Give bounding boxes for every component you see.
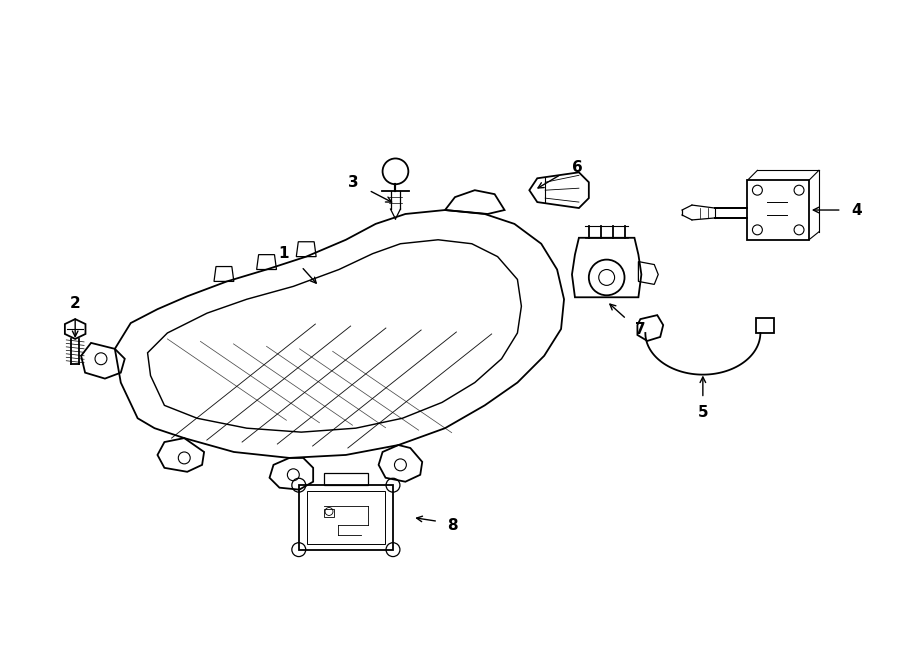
Text: 4: 4: [851, 202, 862, 217]
Text: 6: 6: [572, 160, 582, 175]
Text: 1: 1: [278, 246, 289, 261]
Bar: [307, 491, 385, 544]
Bar: [324, 510, 334, 518]
Text: 7: 7: [635, 321, 645, 336]
Bar: [756, 318, 774, 333]
Text: 3: 3: [347, 175, 358, 190]
Bar: [324, 473, 368, 485]
Text: 8: 8: [446, 518, 457, 533]
Text: 5: 5: [698, 405, 708, 420]
Text: 2: 2: [70, 295, 81, 311]
Bar: [299, 485, 393, 550]
